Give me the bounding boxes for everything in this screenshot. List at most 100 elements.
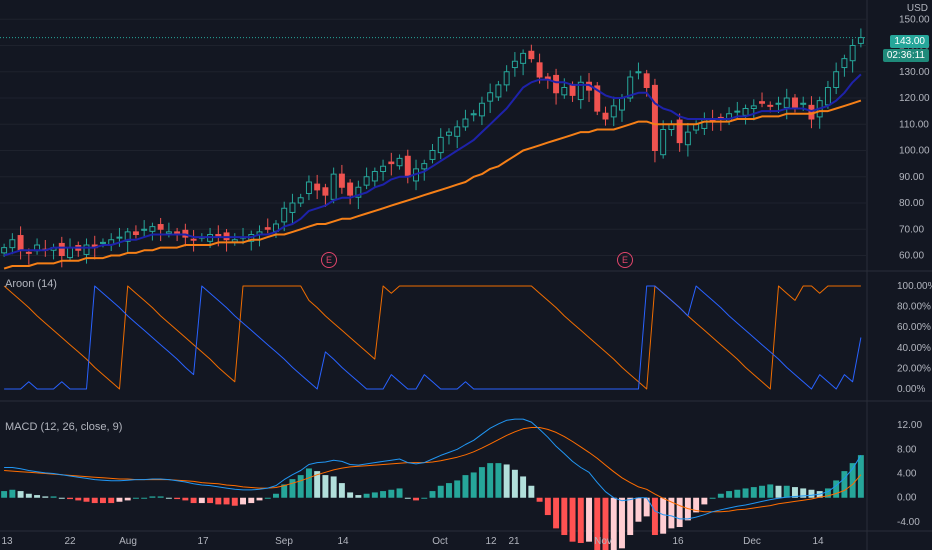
macd-histogram-bar — [643, 497, 650, 517]
candle — [42, 240, 49, 257]
candle-body — [446, 131, 452, 136]
candle-body — [635, 71, 642, 74]
macd-histogram-bar — [50, 496, 57, 498]
macd-histogram-bar — [569, 497, 576, 542]
earnings-marker[interactable]: E — [617, 252, 633, 268]
macd-histogram-bar — [849, 463, 856, 498]
aroon-label[interactable]: Aroon (14) — [5, 278, 57, 290]
bar-countdown-badge: 02:36:11 — [882, 49, 929, 62]
candle — [322, 183, 329, 207]
macd-histogram-bar — [841, 471, 848, 498]
time-tick-label: 14 — [337, 536, 349, 547]
macd-tick-label: -4.00 — [897, 517, 920, 528]
candle — [759, 92, 765, 108]
candle-body — [347, 182, 354, 196]
candle — [841, 54, 848, 77]
candle-body — [775, 102, 782, 105]
macd-histogram-bar — [363, 493, 370, 498]
candle-body — [305, 181, 312, 195]
time-tick-label: Aug — [119, 536, 137, 547]
candle — [149, 222, 156, 241]
candle — [454, 120, 461, 149]
macd-histogram-bar — [660, 497, 667, 534]
candle — [330, 167, 337, 204]
macd-histogram-bar — [503, 464, 510, 498]
candle — [231, 233, 238, 246]
price-tick-label: 130.00 — [899, 67, 930, 78]
macd-histogram-bar — [330, 476, 337, 498]
macd-histogram-bar — [824, 488, 831, 498]
candle — [742, 104, 749, 125]
candle-body — [314, 183, 321, 191]
candle-body — [561, 87, 568, 96]
macd-histogram-bar — [297, 475, 304, 498]
macd-tick-label: 12.00 — [897, 420, 922, 431]
candle — [668, 120, 675, 137]
macd-histogram-bar — [759, 485, 765, 498]
macd-histogram-bar — [338, 483, 345, 498]
candle — [116, 227, 123, 247]
candle — [17, 226, 24, 260]
aroon-tick-label: 0.00% — [897, 384, 925, 395]
price-tick-label: 60.00 — [899, 251, 924, 262]
candle — [108, 233, 115, 252]
candle-body — [404, 155, 411, 178]
macd-histogram-bar — [132, 497, 139, 499]
candle-body — [124, 231, 131, 242]
macd-histogram-bar — [792, 487, 798, 498]
macd-histogram-bar — [305, 468, 312, 498]
price-tick-label: 150.00 — [899, 14, 930, 25]
candle — [50, 243, 57, 260]
candle-body — [651, 84, 658, 151]
candle-body — [58, 242, 65, 257]
candle-body — [857, 37, 864, 44]
macd-histogram-bar — [388, 489, 395, 498]
candle — [289, 193, 296, 225]
candle-body — [322, 187, 329, 196]
candle — [404, 149, 411, 184]
candle-body — [25, 251, 32, 254]
candle-body — [495, 84, 502, 98]
candle-body — [429, 150, 436, 160]
candle — [437, 128, 444, 160]
macd-histogram-bar — [742, 488, 749, 498]
candle — [363, 167, 370, 190]
candle — [190, 230, 197, 252]
earnings-marker[interactable]: E — [321, 252, 337, 268]
candle — [676, 113, 683, 152]
price-tick-label: 100.00 — [899, 146, 930, 157]
macd-histogram-bar — [141, 497, 148, 499]
candle-body — [767, 104, 774, 107]
candle — [141, 220, 148, 237]
candle-body — [528, 50, 535, 60]
macd-histogram-bar — [421, 497, 428, 499]
candle — [157, 217, 164, 242]
candle-body — [619, 97, 625, 111]
macd-histogram-bar — [215, 497, 222, 505]
candle-body — [701, 118, 708, 129]
candle — [553, 68, 560, 105]
macd-histogram-bar — [553, 497, 560, 529]
macd-histogram-bar — [619, 497, 625, 549]
candle-body — [67, 247, 73, 259]
candle — [388, 152, 395, 176]
macd-histogram-bar — [857, 455, 864, 498]
macd-histogram-bar — [83, 497, 90, 502]
candle — [709, 109, 716, 131]
currency-label[interactable]: USD — [906, 3, 928, 14]
candle-body — [742, 108, 749, 116]
candle-body — [487, 92, 494, 102]
candle — [503, 65, 510, 92]
candle — [833, 62, 840, 95]
macd-histogram-bar — [223, 497, 230, 505]
candle-body — [330, 173, 337, 200]
candle-body — [676, 119, 683, 144]
macd-label[interactable]: MACD (12, 26, close, 9) — [5, 421, 123, 433]
macd-histogram-bar — [602, 497, 609, 550]
candle-body — [841, 58, 848, 69]
candle — [536, 53, 543, 84]
candle-body — [141, 228, 148, 231]
candle — [577, 75, 584, 109]
